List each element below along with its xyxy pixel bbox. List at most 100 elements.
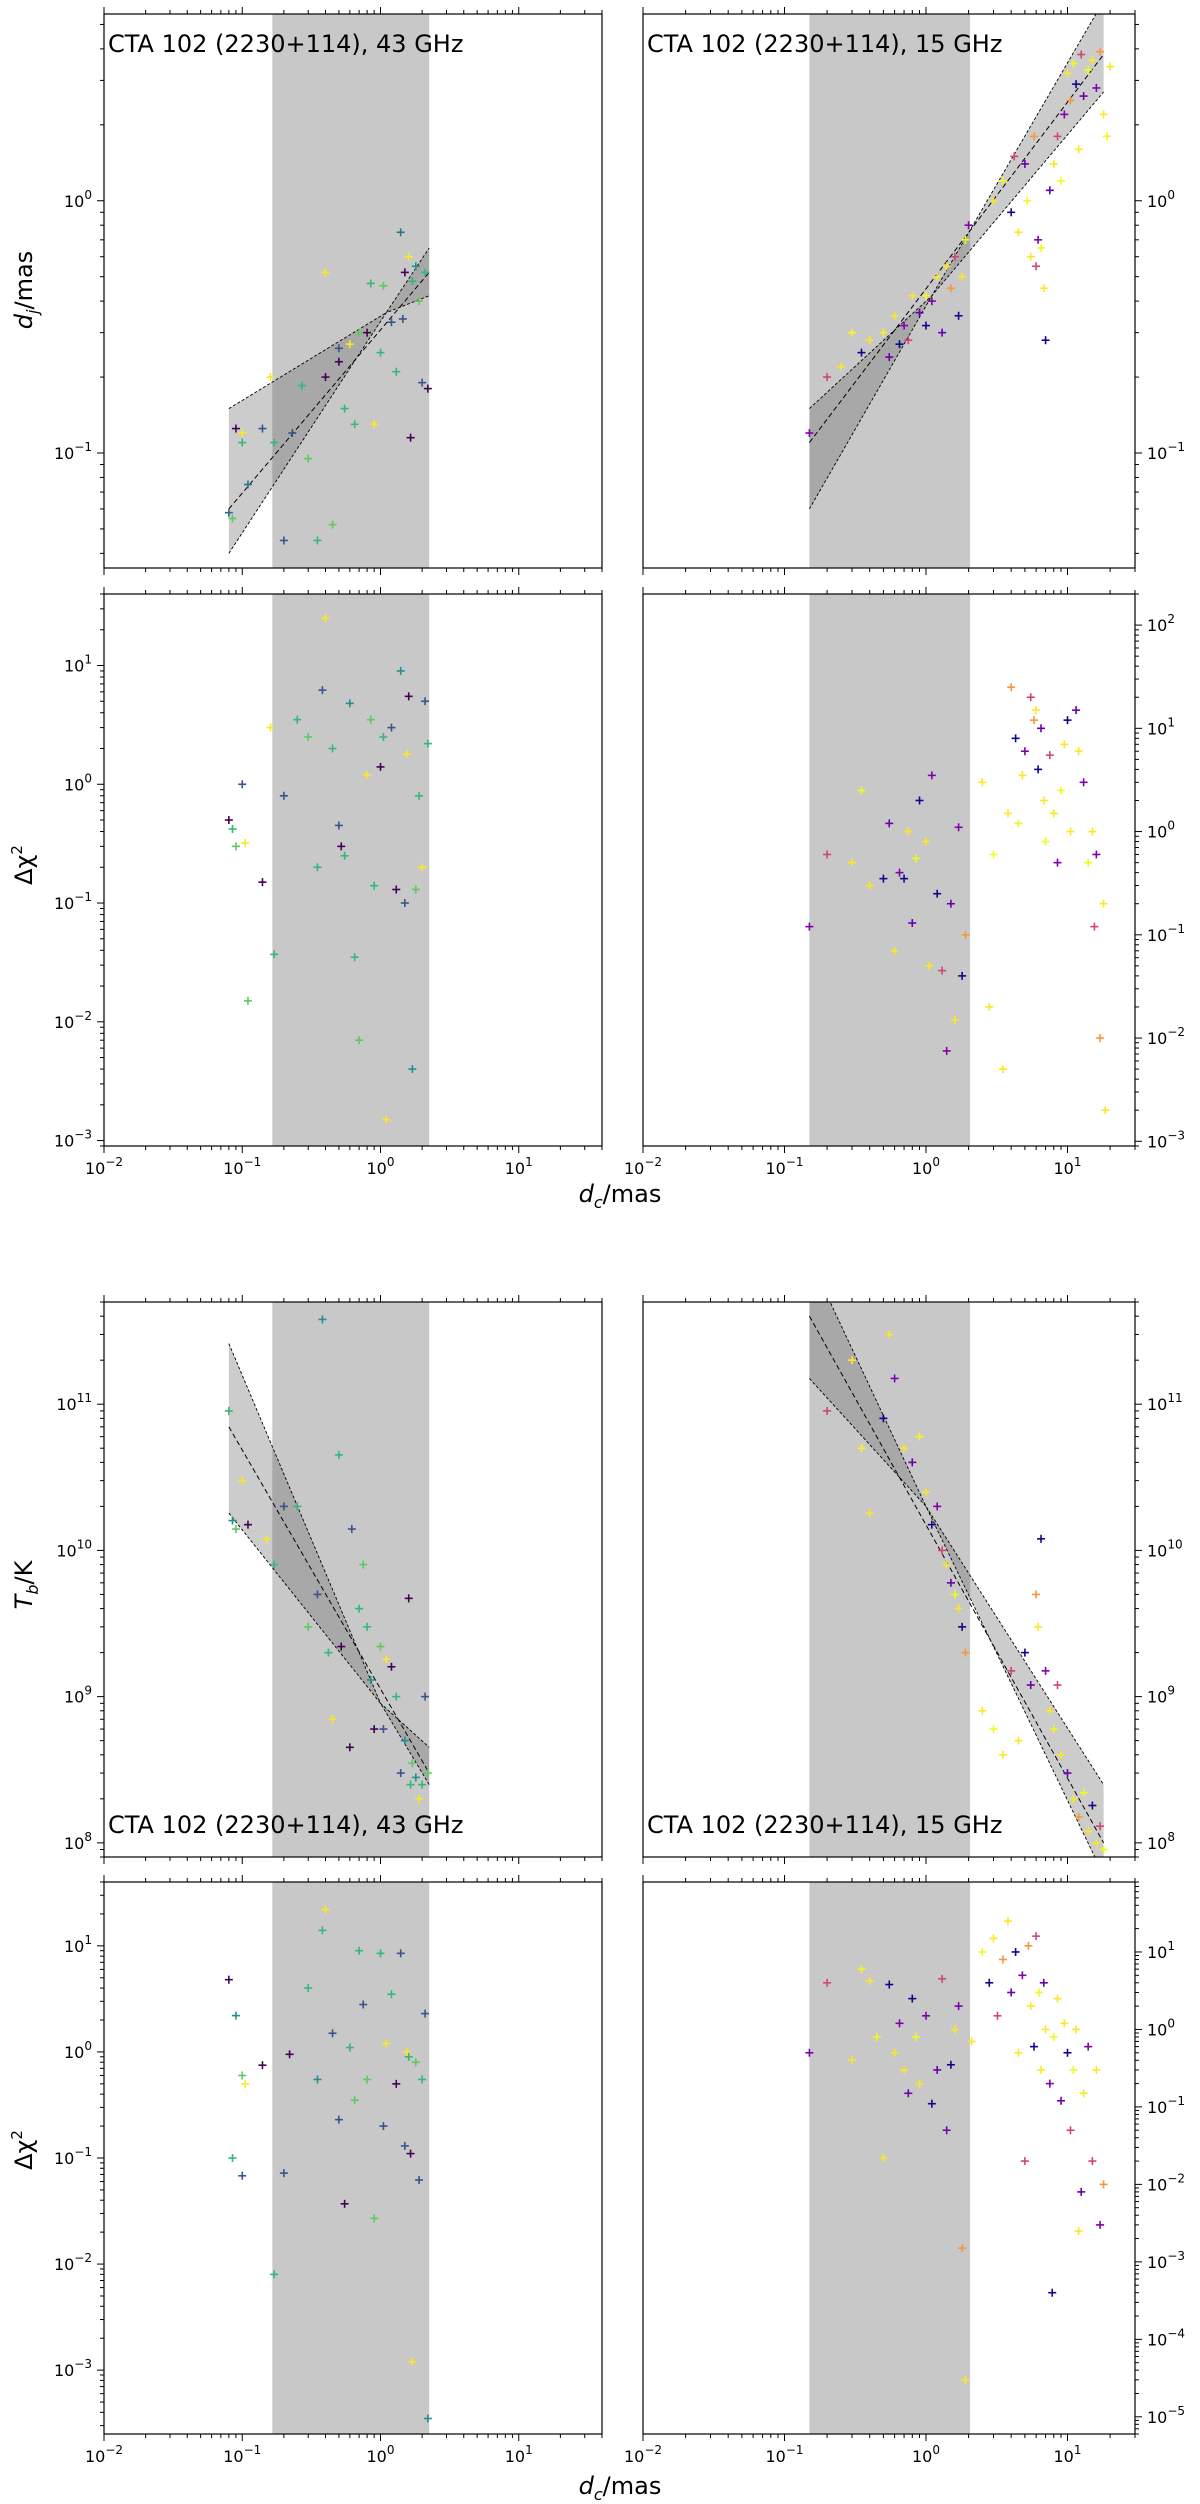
data-point [961, 1648, 970, 1657]
data-point [1106, 62, 1115, 71]
data-point [270, 950, 279, 959]
data-point [1072, 706, 1081, 715]
y-tick-exponent: 2 [1167, 612, 1175, 626]
x-tick-exponent: −1 [786, 2443, 804, 2457]
y-tick-exponent: 0 [1167, 819, 1175, 833]
x-tick-label: 10−1 [223, 2443, 261, 2466]
data-point [1018, 771, 1027, 780]
data-point [1066, 96, 1075, 105]
data-point [1032, 1590, 1041, 1599]
x-tick-label: 10−2 [624, 1155, 662, 1178]
axes-frame [103, 1301, 603, 1858]
y-tick-label: 10−3 [54, 1128, 92, 1151]
data-point [895, 2019, 904, 2028]
data-point [1010, 152, 1019, 161]
data-point [293, 1502, 302, 1511]
shaded-region [809, 1882, 971, 2434]
data-point [279, 1502, 288, 1511]
y-tick-exponent: 0 [84, 188, 92, 202]
x-tick-exponent: 1 [525, 2443, 533, 2457]
y-tick-exponent: −1 [1167, 2094, 1185, 2108]
x-tick-exponent: 0 [387, 2443, 395, 2457]
data-point [900, 2065, 909, 2074]
data-point [321, 614, 330, 623]
data-point [345, 340, 354, 349]
data-point [1026, 693, 1035, 702]
data-point [321, 373, 330, 382]
data-point [376, 1642, 385, 1651]
x-tick-exponent: −1 [244, 2443, 262, 2457]
y-tick-exponent: 9 [84, 1684, 92, 1698]
fit-line [228, 1426, 430, 1774]
data-point [1032, 1932, 1041, 1941]
svg-text:dj/mas: dj/mas [10, 251, 42, 329]
data-point [328, 2029, 337, 2038]
data-point [238, 780, 247, 789]
y-tick-exponent: 11 [1167, 1391, 1182, 1405]
data-point [865, 881, 874, 890]
x-tick-exponent: −1 [244, 1155, 262, 1169]
fit-line [228, 272, 430, 510]
data-point [1007, 1666, 1016, 1675]
y-tick-exponent: −2 [74, 2251, 92, 2265]
data-point [1030, 2042, 1039, 2051]
y-tick-exponent: −2 [1167, 2171, 1185, 2185]
data-point [938, 1974, 947, 1983]
x-tick-label: 10−2 [85, 1155, 123, 1178]
data-point [836, 362, 845, 371]
data-point [927, 771, 936, 780]
data-point [1037, 2065, 1046, 2074]
data-point [1096, 2220, 1105, 2229]
x-tick-exponent: 0 [932, 1155, 940, 1169]
y-tick-label: 100 [1147, 188, 1175, 211]
data-point [1032, 706, 1041, 715]
data-point [1079, 2089, 1088, 2098]
data-point [978, 778, 987, 787]
data-point [350, 2096, 359, 2105]
data-point [224, 1975, 233, 1984]
y-axis-label-tb: Tb/K [10, 1559, 42, 1609]
data-point [370, 1725, 379, 1734]
data-point [1077, 50, 1086, 59]
data-point [411, 262, 420, 271]
data-point [885, 353, 894, 362]
shaded-region [809, 14, 971, 568]
data-point [318, 1926, 327, 1935]
data-point [297, 381, 306, 390]
data-point [924, 961, 933, 970]
data-point [359, 2000, 368, 2009]
data-point [1037, 243, 1046, 252]
data-point [423, 384, 432, 393]
data-point [1030, 716, 1039, 725]
data-point [958, 971, 967, 980]
x-tick-label: 100 [912, 2443, 940, 2466]
data-point [890, 2048, 899, 2057]
data-point [865, 1509, 874, 1518]
data-point [345, 2043, 354, 2052]
x-tick-label: 10−2 [624, 2443, 662, 2466]
data-point [921, 837, 930, 846]
data-point [396, 666, 405, 675]
y-tick-exponent: 1 [84, 1933, 92, 1947]
data-point [404, 692, 413, 701]
y-tick-label: 10−1 [1147, 922, 1185, 945]
data-point [1007, 1988, 1016, 1997]
data-point [1074, 747, 1083, 756]
data-point [915, 1432, 924, 1441]
data-point [379, 1725, 388, 1734]
x-tick-exponent: −1 [786, 1155, 804, 1169]
data-point [379, 2122, 388, 2131]
data-point [406, 433, 415, 442]
y-tick-label: 10−2 [54, 1009, 92, 1032]
data-point [270, 1560, 279, 1569]
data-point [285, 2050, 294, 2059]
y-tick-exponent: 0 [84, 771, 92, 785]
data-point [334, 357, 343, 366]
data-point [1057, 1750, 1066, 1759]
fit-upper-line [228, 1343, 430, 1748]
fit-lower-line [228, 295, 430, 554]
data-point [950, 2025, 959, 2034]
data-point [823, 1406, 832, 1415]
data-point [915, 796, 924, 805]
panel-title: CTA 102 (2230+114), 43 GHz [108, 30, 463, 58]
